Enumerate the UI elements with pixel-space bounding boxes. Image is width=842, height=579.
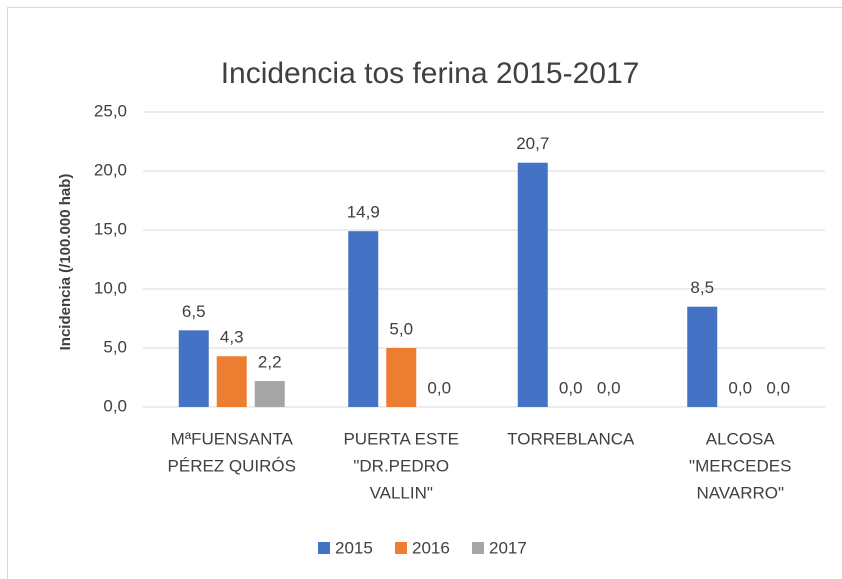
legend-swatch: [395, 542, 407, 554]
bar: [254, 381, 285, 407]
bar: [687, 306, 718, 407]
y-axis-label: Incidencia (/100.000 hab): [57, 174, 74, 351]
x-tick-label: PUERTA ESTE: [343, 429, 459, 448]
data-label: 0,0: [728, 378, 752, 397]
legend-swatch: [318, 542, 330, 554]
legend-swatch: [472, 542, 484, 554]
data-label: 0,0: [427, 378, 451, 397]
data-label: 5,0: [389, 319, 413, 338]
data-label: 4,3: [220, 328, 244, 347]
x-tick-label: ALCOSA: [706, 429, 776, 448]
y-tick-label: 25,0: [94, 101, 127, 120]
bar: [517, 162, 548, 407]
data-label: 0,0: [766, 378, 790, 397]
data-label: 2,2: [258, 353, 282, 372]
chart-border: [7, 7, 842, 579]
x-tick-label: TORREBLANCA: [507, 429, 635, 448]
x-tick-label: PÉREZ QUIRÓS: [168, 456, 296, 475]
y-tick-label: 5,0: [103, 337, 127, 356]
x-tick-label: VALLIN": [370, 483, 433, 502]
bar: [216, 356, 247, 407]
chart-title: Incidencia tos ferina 2015-2017: [221, 57, 640, 90]
data-label: 8,5: [690, 278, 714, 297]
data-label: 0,0: [559, 378, 583, 397]
y-tick-label: 20,0: [94, 160, 127, 179]
y-tick-label: 0,0: [103, 396, 127, 415]
legend-label: 2015: [335, 538, 373, 557]
bar: [386, 348, 417, 407]
y-tick-label: 15,0: [94, 219, 127, 238]
data-label: 0,0: [597, 378, 621, 397]
bar: [348, 231, 379, 407]
data-label: 14,9: [347, 203, 380, 222]
legend-label: 2017: [489, 538, 527, 557]
y-tick-label: 10,0: [94, 278, 127, 297]
x-tick-label: NAVARRO": [696, 483, 784, 502]
x-tick-label: "MERCEDES: [689, 456, 791, 475]
x-tick-label: "DR.PEDRO: [353, 456, 449, 475]
data-label: 6,5: [182, 302, 206, 321]
legend-label: 2016: [412, 538, 450, 557]
data-label: 20,7: [516, 134, 549, 153]
bar: [178, 330, 209, 407]
x-tick-label: MªFUENSANTA: [171, 429, 294, 448]
